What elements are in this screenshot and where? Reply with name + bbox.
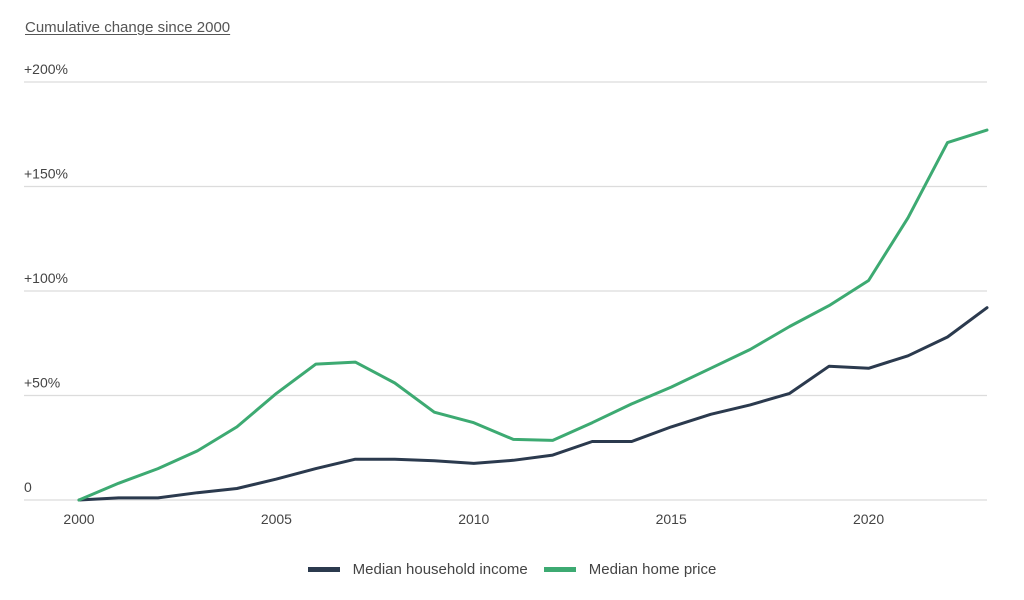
y-tick-label: +50% bbox=[24, 375, 60, 391]
legend-swatch bbox=[307, 567, 340, 572]
legend-label: Median household income bbox=[352, 561, 528, 578]
legend-label: Median home price bbox=[588, 561, 717, 578]
y-tick-label: +200% bbox=[24, 61, 68, 77]
x-tick-label: 2000 bbox=[63, 511, 94, 527]
series-line-household-income bbox=[77, 306, 989, 502]
y-tick-label: +150% bbox=[24, 166, 68, 182]
y-tick-label: +100% bbox=[24, 270, 68, 286]
legend-swatch bbox=[543, 567, 576, 572]
series-line-home-price bbox=[77, 128, 989, 502]
y-axis-ticks: 0 +50% +100% +150% +200% bbox=[24, 61, 68, 495]
legend-item-home-price: Median home price bbox=[543, 561, 717, 578]
x-tick-label: 2015 bbox=[656, 511, 687, 527]
x-tick-label: 2005 bbox=[261, 511, 292, 527]
x-tick-label: 2010 bbox=[458, 511, 489, 527]
legend: Median household income Median home pric… bbox=[0, 561, 1024, 578]
y-tick-label: 0 bbox=[24, 479, 32, 495]
x-axis-ticks: 2000 2005 2010 2015 2020 bbox=[63, 511, 884, 527]
legend-item-income: Median household income bbox=[307, 561, 528, 578]
series-lines bbox=[77, 128, 989, 502]
x-tick-label: 2020 bbox=[853, 511, 884, 527]
chart-title: Cumulative change since 2000 bbox=[25, 19, 231, 36]
gridlines bbox=[24, 81, 987, 501]
